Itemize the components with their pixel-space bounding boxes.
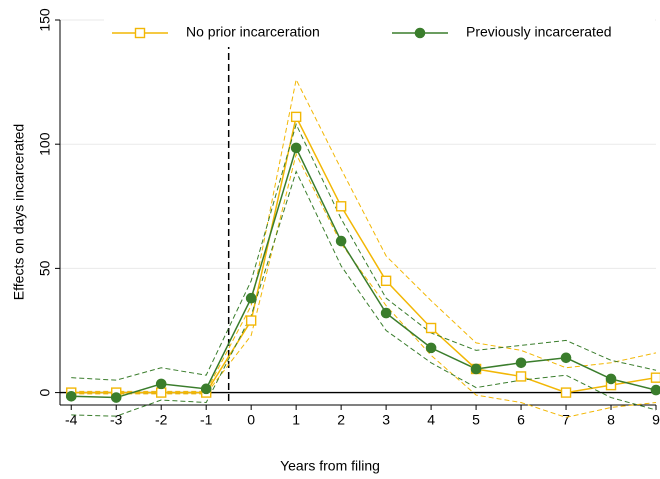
legend-label: No prior incarceration — [186, 24, 320, 40]
marker — [245, 292, 257, 304]
x-axis-label: Years from filing — [280, 458, 380, 474]
ci-line — [71, 152, 657, 418]
marker — [245, 315, 257, 326]
marker — [650, 372, 660, 383]
y-axis-label: Effects on days incarcerated — [11, 124, 27, 300]
marker — [110, 392, 122, 403]
legend-box — [104, 19, 655, 47]
x-tick-label: 0 — [247, 412, 255, 428]
series-line — [71, 145, 657, 399]
legend-marker — [134, 27, 146, 39]
marker — [560, 387, 572, 398]
x-tick-label: 8 — [607, 412, 615, 428]
series-line — [71, 114, 657, 394]
x-tick-label: -2 — [155, 412, 168, 428]
y-tick-label: 150 — [37, 8, 53, 32]
x-tick-label: 2 — [337, 412, 345, 428]
x-tick-label: -1 — [200, 412, 213, 428]
marker — [605, 373, 617, 385]
x-tick-label: 1 — [292, 412, 300, 428]
x-tick-label: 5 — [472, 412, 480, 428]
marker — [560, 352, 572, 364]
marker — [200, 383, 212, 395]
x-tick-label: 7 — [562, 412, 570, 428]
marker — [290, 111, 302, 123]
y-tick-label: 0 — [37, 388, 53, 396]
marker — [156, 387, 167, 398]
marker — [380, 307, 392, 319]
ci-line — [71, 170, 657, 417]
ci-line — [71, 122, 657, 381]
x-tick-label: 9 — [652, 412, 660, 428]
x-tick-label: 3 — [382, 412, 390, 428]
marker — [425, 342, 437, 354]
x-tick-label: -4 — [65, 412, 78, 428]
marker — [335, 235, 347, 247]
marker — [290, 142, 302, 154]
marker — [515, 371, 527, 382]
legend-marker — [414, 27, 426, 39]
y-tick-label: 100 — [37, 132, 53, 156]
marker — [335, 201, 347, 212]
x-tick-label: 4 — [427, 412, 435, 428]
y-tick-label: 50 — [37, 260, 53, 276]
marker — [155, 378, 167, 390]
legend-label: Previously incarcerated — [466, 24, 612, 40]
ci-line — [71, 78, 657, 392]
x-tick-label: 6 — [517, 412, 525, 428]
marker — [380, 275, 392, 287]
marker — [425, 322, 437, 334]
marker — [470, 363, 482, 375]
marker — [65, 391, 77, 402]
marker — [515, 357, 527, 369]
marker — [650, 384, 660, 396]
